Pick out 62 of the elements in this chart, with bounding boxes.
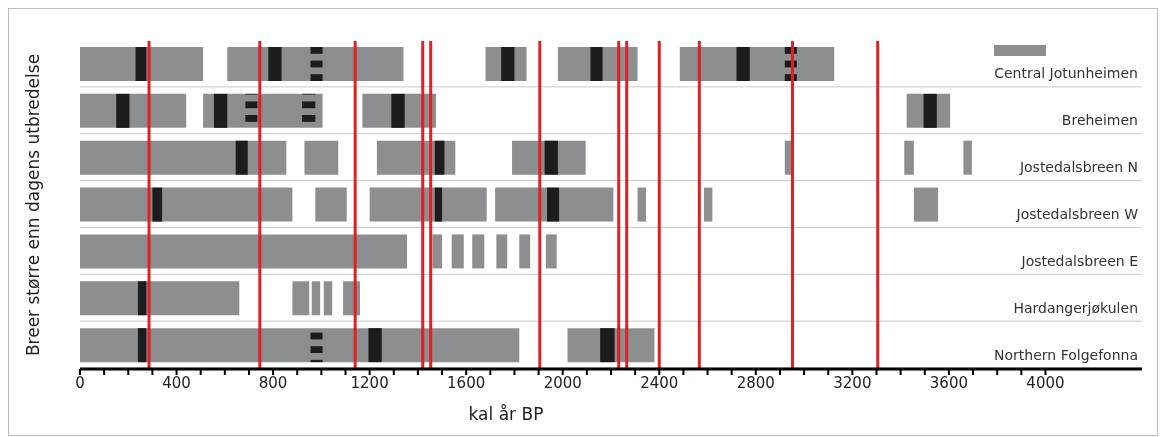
bar <box>590 47 603 81</box>
bar <box>268 47 282 81</box>
y-tick-label: Northern Folgefonna <box>994 346 1138 363</box>
bar <box>315 187 347 222</box>
bar <box>80 234 408 269</box>
bar <box>152 187 163 222</box>
y-tick-label: Breheimen <box>1061 112 1138 129</box>
x-tick-label: 800 <box>258 373 288 392</box>
bar <box>368 328 382 363</box>
bar <box>434 187 443 222</box>
bar <box>963 140 972 175</box>
bar <box>213 93 228 128</box>
y-tick-label: Central Jotunheimen <box>994 65 1138 82</box>
bar <box>501 47 515 81</box>
bar <box>391 93 405 128</box>
x-tick-label: 1200 <box>350 373 389 392</box>
bar <box>304 140 339 175</box>
bar <box>80 281 240 316</box>
bar <box>80 187 293 222</box>
x-tick-label: 0 <box>75 373 85 392</box>
bar <box>923 93 937 128</box>
bar <box>451 234 464 269</box>
bar <box>544 140 558 175</box>
bar <box>434 140 445 175</box>
y-tick-label: Hardangerjøkulen <box>1013 299 1138 316</box>
bar <box>913 187 939 222</box>
bar <box>547 187 560 222</box>
bar <box>904 140 914 175</box>
bar <box>736 47 750 81</box>
bar <box>137 328 147 363</box>
bar <box>472 234 485 269</box>
x-axis-title: kal år BP <box>468 404 544 424</box>
bar <box>323 281 333 316</box>
y-tick-label: Jostedalsbreen N <box>1018 159 1138 176</box>
x-tick-label: 400 <box>162 373 191 392</box>
bar <box>80 47 204 81</box>
bar <box>600 328 615 363</box>
bar <box>80 328 520 363</box>
x-tick-label: 2000 <box>543 373 582 392</box>
bar <box>80 140 287 175</box>
y-tick-label: Jostedalsbreen W <box>1015 206 1139 223</box>
bar <box>135 47 147 81</box>
y-axis-title: Breer større enn dagens utbredelse <box>23 53 43 357</box>
x-tick-label: 2800 <box>736 373 775 392</box>
x-tick-label: 1600 <box>447 373 486 392</box>
bar <box>432 234 443 269</box>
bar <box>310 47 323 81</box>
bar <box>703 187 713 222</box>
x-tick-label: 4000 <box>1026 373 1065 392</box>
bar <box>292 281 310 316</box>
bar <box>116 93 130 128</box>
x-tick-label: 3600 <box>929 373 968 392</box>
bar <box>637 187 646 222</box>
y-tick-label: Jostedalsbreen E <box>1020 252 1138 269</box>
bar <box>496 234 508 269</box>
bar <box>311 281 321 316</box>
x-tick-label: 2400 <box>640 373 679 392</box>
x-tick-label: 3200 <box>833 373 872 392</box>
bar <box>519 234 531 269</box>
bar <box>235 140 248 175</box>
bar <box>137 281 147 316</box>
bar <box>545 234 557 269</box>
